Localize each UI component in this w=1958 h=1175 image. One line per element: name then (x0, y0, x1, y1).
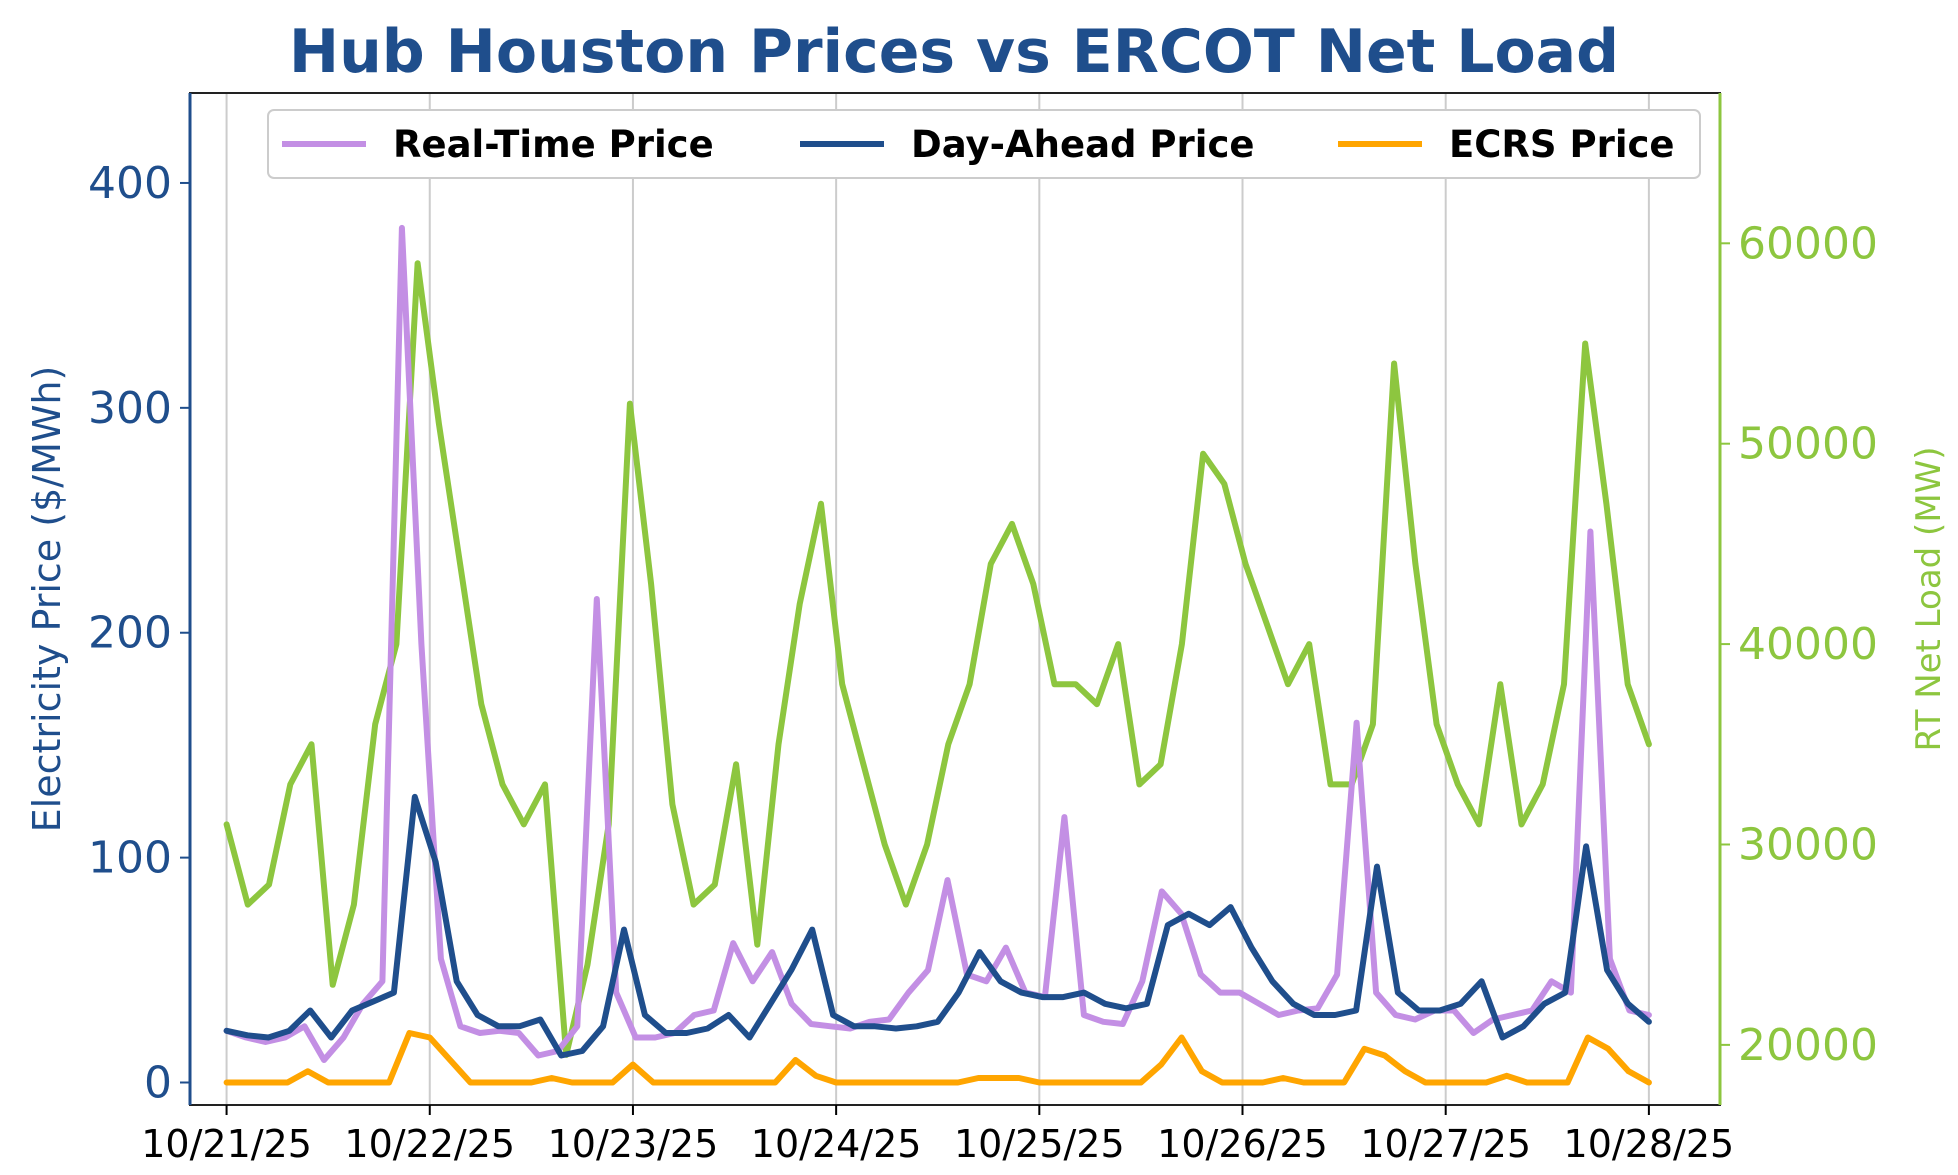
left-tick-label: 100 (88, 833, 172, 884)
right-tick-label: 40000 (1738, 619, 1878, 670)
series-line-rt-net-load (223, 260, 1652, 1058)
left-tick-label: 300 (88, 383, 172, 434)
x-tick-label: 10/25/25 (954, 1122, 1125, 1166)
left-tick-label: 200 (88, 608, 172, 659)
left-tick-label: 0 (144, 1058, 172, 1109)
right-tick-label: 30000 (1738, 819, 1878, 870)
y-axis-label-right: RT Net Load (MW) (1909, 446, 1949, 751)
series-line-ecrs-price (223, 1030, 1652, 1086)
x-tick-label: 10/28/25 (1564, 1122, 1735, 1166)
chart-title: Hub Houston Prices vs ERCOT Net Load (289, 17, 1619, 87)
legend-label-da: Day-Ahead Price (911, 123, 1255, 166)
right-tick-label: 60000 (1738, 218, 1878, 269)
legend: Real-Time Price Day-Ahead Price ECRS Pri… (267, 109, 1701, 179)
right-tick-label: 50000 (1738, 419, 1878, 470)
x-tick-label: 10/21/25 (141, 1122, 312, 1166)
left-tick-label: 400 (88, 158, 172, 209)
x-tick-label: 10/27/25 (1360, 1122, 1531, 1166)
right-axis-ticks: 20000 30000 40000 50000 60000 (1720, 218, 1878, 1071)
plot-lines (223, 224, 1652, 1086)
x-tick-label: 10/26/25 (1157, 1122, 1328, 1166)
left-axis-ticks: 0 100 200 300 400 (88, 158, 190, 1109)
x-tick-label: 10/22/25 (344, 1122, 515, 1166)
y-axis-label-left: Electricity Price ($/MWh) (25, 366, 69, 833)
x-tick-label: 10/24/25 (751, 1122, 922, 1166)
right-tick-label: 20000 (1738, 1020, 1878, 1071)
legend-box (267, 109, 1701, 179)
series-line-day-ahead-price (223, 793, 1652, 1059)
legend-label-rt: Real-Time Price (393, 123, 714, 166)
x-axis-ticks: 10/21/25 10/22/25 10/23/25 10/24/25 10/25/25… (141, 1105, 1734, 1166)
series-line-real-time-price (223, 224, 1652, 1063)
x-tick-label: 10/23/25 (548, 1122, 719, 1166)
legend-label-ecrs: ECRS Price (1449, 123, 1675, 166)
